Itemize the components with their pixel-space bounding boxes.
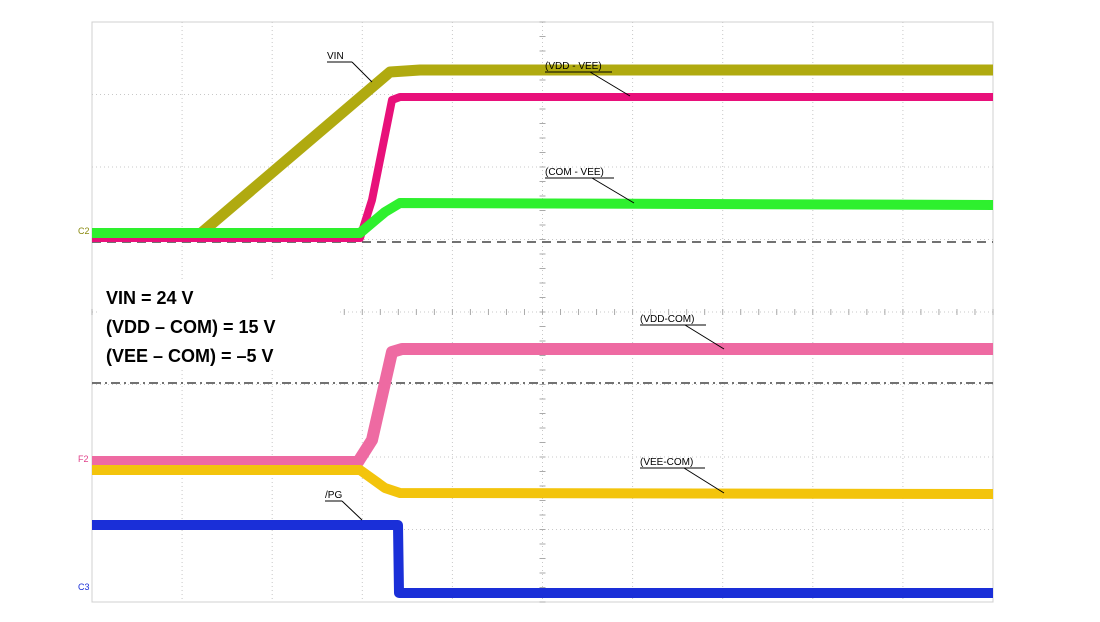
annotation-line: (VDD – COM) = 15 V [106, 317, 276, 337]
leader [351, 61, 373, 83]
channel-marker: C2 [78, 226, 90, 236]
vdd-com-trace [92, 343, 993, 468]
annotation-line: VIN = 24 V [106, 288, 194, 308]
trace-label: (VDD - VEE) [545, 61, 602, 72]
trace-label: (VDD-COM) [640, 314, 694, 325]
vee-com-trace [92, 465, 994, 499]
leader [589, 71, 631, 97]
channel-marker: C3 [78, 582, 90, 592]
trace-label: (COM - VEE) [545, 167, 604, 178]
trace-labels: VIN (VDD - VEE) (COM - VEE) (VDD-COM) (V… [325, 51, 725, 521]
trace-label: /PG [325, 490, 342, 501]
annotation-line: (VEE – COM) = –5 V [106, 346, 274, 366]
leader [683, 467, 725, 494]
trace-label: VIN [327, 51, 344, 62]
leader [591, 177, 635, 204]
channel-marker: F2 [78, 454, 89, 464]
com-vee-trace [92, 198, 994, 238]
pg-trace [92, 520, 993, 598]
annotation-box [100, 280, 340, 370]
leader [341, 500, 363, 521]
trace-label: (VEE-COM) [640, 457, 693, 468]
leader [684, 324, 725, 350]
